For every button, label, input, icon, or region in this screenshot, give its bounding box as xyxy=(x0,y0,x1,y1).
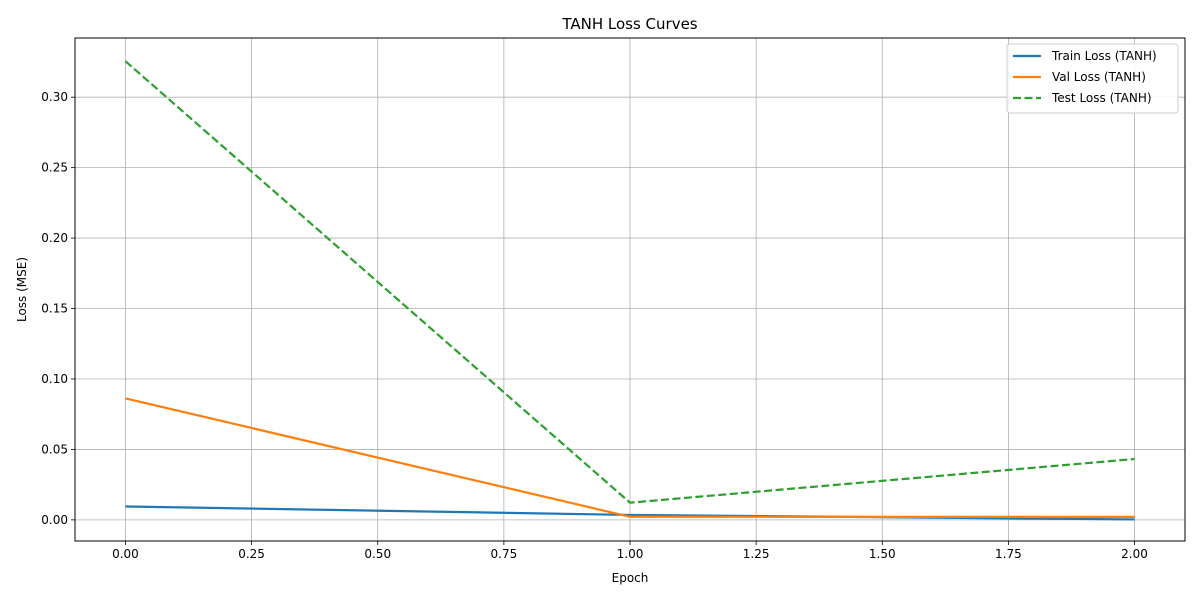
x-tick-label: 0.50 xyxy=(364,547,391,561)
x-tick-label: 0.00 xyxy=(112,547,139,561)
x-tick-label: 1.75 xyxy=(995,547,1022,561)
y-tick-label: 0.30 xyxy=(41,90,68,104)
series-line-2 xyxy=(125,397,1135,519)
legend-label-3: Test Loss (TANH) xyxy=(1051,91,1152,105)
y-axis-label: Loss (MSE) xyxy=(15,257,29,322)
x-tick-label: 0.75 xyxy=(491,547,518,561)
x-tick-label: 0.25 xyxy=(238,547,265,561)
legend-box xyxy=(1006,43,1179,114)
legend: Train Loss (TANH) Val Loss (TANH) Test Los… xyxy=(1006,43,1179,114)
y-tick-label: 0.15 xyxy=(41,302,68,316)
x-axis-label: Epoch xyxy=(612,571,649,585)
legend-label-2: Val Loss (TANH) xyxy=(1052,70,1146,84)
x-tick-label: 2.00 xyxy=(1121,547,1148,561)
y-tick-label: 0.25 xyxy=(41,161,68,175)
legend-label-1: Train Loss (TANH) xyxy=(1051,49,1157,63)
x-tick-label: 1.25 xyxy=(743,547,770,561)
x-tick-label: 1.00 xyxy=(617,547,644,561)
chart-title: TANH Loss Curves xyxy=(561,15,697,33)
series-line-3 xyxy=(124,60,1135,504)
grid xyxy=(75,38,1185,541)
y-tick-label: 0.05 xyxy=(41,442,68,456)
x-tick-label: 1.50 xyxy=(869,547,896,561)
y-tick-label: 0.10 xyxy=(41,372,68,386)
series-lines xyxy=(124,60,1135,521)
axis-ticks: 0.00 0.25 0.50 0.75 1.00 1.25 1.50 1.75 2.00 0.00… xyxy=(41,90,1148,561)
y-tick-label: 0.20 xyxy=(41,231,68,245)
y-tick-label: 0.00 xyxy=(41,513,68,527)
